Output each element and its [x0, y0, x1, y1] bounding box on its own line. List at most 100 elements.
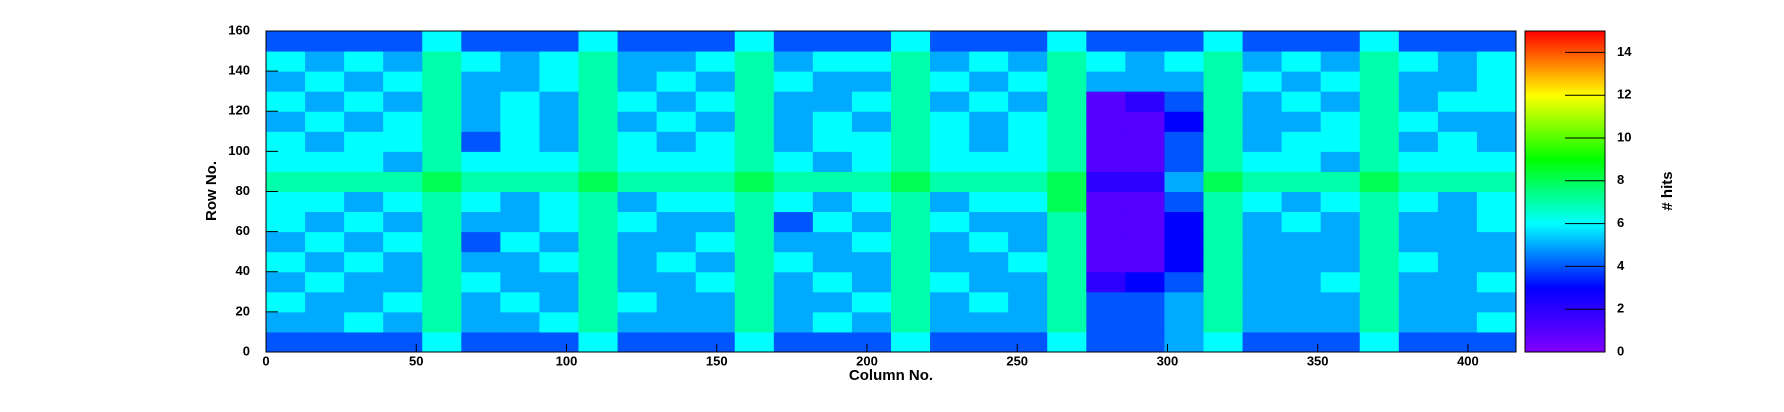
heat-cell [1437, 191, 1478, 213]
heat-cell [969, 111, 1009, 132]
heat-cell [1320, 191, 1361, 213]
heat-cell [617, 31, 658, 52]
heat-cell [773, 271, 814, 293]
heat-cell [1047, 331, 1087, 353]
heat-cell [1281, 111, 1322, 132]
heat-cell [422, 131, 462, 152]
heat-cell [266, 111, 306, 132]
heat-cell [812, 91, 853, 112]
heat-cell [1242, 211, 1283, 233]
heat-cell [812, 171, 853, 192]
heat-cell [734, 251, 775, 273]
heat-cell [344, 191, 384, 213]
heat-cell [617, 311, 658, 333]
heat-cell [1476, 131, 1517, 152]
heat-cell [734, 111, 775, 132]
y-tick-label: 80 [236, 183, 250, 198]
heat-cell [1398, 111, 1439, 132]
heat-cell [851, 31, 892, 52]
heat-cell [383, 171, 423, 192]
heat-cell [930, 71, 970, 92]
heat-cell [1359, 131, 1400, 152]
heat-cell [1437, 171, 1478, 192]
heat-cell [500, 231, 540, 253]
heat-cell [422, 231, 462, 253]
heat-cell [1398, 151, 1439, 172]
heat-cell [1086, 131, 1126, 152]
heat-cell [1476, 31, 1517, 52]
heat-cell [344, 311, 384, 333]
heat-cell [1320, 131, 1361, 152]
heat-cell [266, 91, 306, 112]
heat-cell [1437, 271, 1478, 293]
heat-cell [1437, 311, 1478, 333]
heat-cell [1476, 211, 1517, 233]
heat-cell [422, 51, 462, 72]
heat-cell [656, 311, 697, 333]
heat-cell [500, 331, 540, 353]
heat-cell [656, 231, 697, 253]
heat-cell [1398, 251, 1439, 273]
heat-cell [930, 171, 970, 192]
z-axis-label: # hits [1659, 171, 1676, 210]
heat-cell [1476, 231, 1517, 253]
heat-cell [930, 291, 970, 313]
heat-cell [422, 71, 462, 92]
heat-cell [1359, 211, 1400, 233]
heat-cell [695, 111, 736, 132]
heat-cell [344, 291, 384, 313]
heat-cell [1320, 211, 1361, 233]
heat-cell [969, 131, 1009, 152]
heat-cell [812, 251, 853, 273]
heat-cell [734, 291, 775, 313]
heat-cell [930, 271, 970, 293]
heat-cell [266, 331, 306, 353]
heat-cell [1086, 211, 1126, 233]
heat-cell [539, 291, 579, 313]
heat-cell [383, 271, 423, 293]
heat-cell [266, 291, 306, 313]
heat-cell [266, 171, 306, 192]
heat-cell [851, 111, 892, 132]
heat-cell [891, 131, 931, 152]
heat-cell [617, 91, 658, 112]
heat-cell [539, 171, 579, 192]
heat-cell [1203, 331, 1244, 353]
heat-cell [305, 231, 345, 253]
y-tick-label: 160 [228, 22, 250, 37]
heat-cell [1203, 171, 1244, 192]
heat-cell [656, 51, 697, 72]
heat-cell [1203, 311, 1244, 333]
heat-cell [734, 331, 775, 353]
heat-cell [1398, 131, 1439, 152]
heat-cell [1086, 91, 1126, 112]
heat-cell [500, 291, 540, 313]
z-tick-label: 14 [1617, 44, 1632, 59]
y-tick-label: 20 [236, 303, 250, 318]
heat-cell [539, 271, 579, 293]
heat-cell [539, 231, 579, 253]
heat-cell [891, 271, 931, 293]
heat-cell [578, 91, 619, 112]
z-tick-label: 6 [1617, 215, 1624, 230]
heat-cell [1125, 91, 1165, 112]
heat-cell [891, 171, 931, 192]
heat-cell [930, 91, 970, 112]
heat-cell [500, 51, 540, 72]
heat-cell [383, 91, 423, 112]
heat-cell [773, 51, 814, 72]
heat-cell [1086, 31, 1126, 52]
heat-cell [1437, 211, 1478, 233]
heat-cell [773, 31, 814, 52]
heat-cell [461, 151, 501, 172]
heat-cell [1437, 251, 1478, 273]
heat-cell [851, 291, 892, 313]
heat-cell [930, 211, 970, 233]
heat-cell [305, 91, 345, 112]
heat-cell [1476, 191, 1517, 213]
heat-cell [1281, 211, 1322, 233]
heat-cell [266, 51, 306, 72]
heat-cell [1476, 171, 1517, 192]
heat-cell [891, 31, 931, 52]
